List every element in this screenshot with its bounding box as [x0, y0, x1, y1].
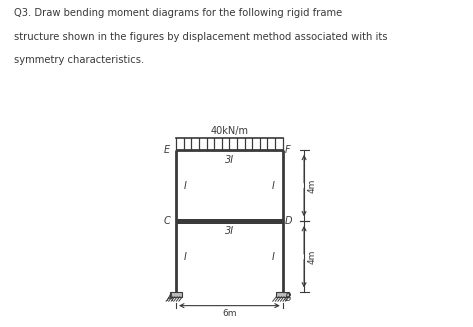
Text: structure shown in the figures by displacement method associated with its: structure shown in the figures by displa…	[14, 32, 388, 42]
Text: I: I	[184, 181, 187, 191]
Text: I: I	[184, 252, 187, 262]
FancyBboxPatch shape	[276, 292, 289, 297]
Text: 40kN/m: 40kN/m	[210, 126, 248, 136]
Text: B: B	[285, 293, 292, 303]
Text: I: I	[272, 181, 275, 191]
Text: 4m: 4m	[308, 250, 317, 264]
Text: symmetry characteristics.: symmetry characteristics.	[14, 55, 144, 65]
Text: 3I: 3I	[225, 226, 234, 236]
Text: D: D	[285, 216, 292, 226]
FancyBboxPatch shape	[170, 292, 183, 297]
Text: 3I: 3I	[225, 155, 234, 165]
Text: E: E	[164, 145, 170, 155]
Text: F: F	[285, 145, 290, 155]
Text: Q3. Draw bending moment diagrams for the following rigid frame: Q3. Draw bending moment diagrams for the…	[14, 8, 342, 18]
Text: I: I	[272, 252, 275, 262]
Text: A: A	[167, 293, 174, 303]
Text: 4m: 4m	[308, 179, 317, 193]
Text: 6m: 6m	[222, 309, 236, 318]
Text: C: C	[164, 216, 170, 226]
